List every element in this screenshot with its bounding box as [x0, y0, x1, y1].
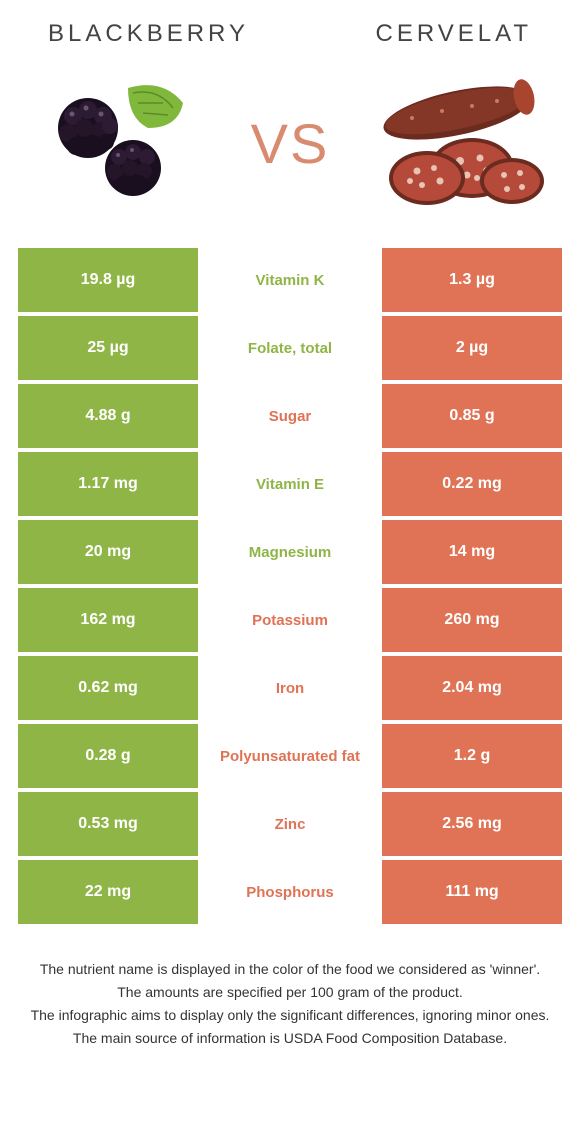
value-left: 0.53 mg: [18, 792, 198, 856]
value-left: 1.17 mg: [18, 452, 198, 516]
value-right: 0.85 g: [382, 384, 562, 448]
nutrient-table: 19.8 µgVitamin K1.3 µg25 µgFolate, total…: [18, 248, 562, 924]
caption-line: The amounts are specified per 100 gram o…: [28, 982, 552, 1003]
value-left: 19.8 µg: [18, 248, 198, 312]
table-row: 20 mgMagnesium14 mg: [18, 520, 562, 584]
value-right: 2.04 mg: [382, 656, 562, 720]
value-left: 0.28 g: [18, 724, 198, 788]
table-row: 22 mgPhosphorus111 mg: [18, 860, 562, 924]
table-row: 0.28 gPolyunsaturated fat1.2 g: [18, 724, 562, 788]
value-right: 1.2 g: [382, 724, 562, 788]
nutrient-label: Sugar: [198, 384, 382, 448]
food-title-left: BLACKBERRY: [18, 20, 249, 48]
value-left: 0.62 mg: [18, 656, 198, 720]
nutrient-label: Vitamin K: [198, 248, 382, 312]
table-row: 19.8 µgVitamin K1.3 µg: [18, 248, 562, 312]
table-row: 1.17 mgVitamin E0.22 mg: [18, 452, 562, 516]
table-row: 0.53 mgZinc2.56 mg: [18, 792, 562, 856]
value-left: 4.88 g: [18, 384, 198, 448]
table-row: 25 µgFolate, total2 µg: [18, 316, 562, 380]
value-left: 20 mg: [18, 520, 198, 584]
food-title-right: CERVELAT: [376, 20, 563, 48]
caption-line: The main source of information is USDA F…: [28, 1028, 552, 1049]
value-right: 111 mg: [382, 860, 562, 924]
value-left: 162 mg: [18, 588, 198, 652]
nutrient-label: Polyunsaturated fat: [198, 724, 382, 788]
images-row: VS: [18, 73, 562, 213]
value-right: 14 mg: [382, 520, 562, 584]
table-row: 4.88 gSugar0.85 g: [18, 384, 562, 448]
value-right: 1.3 µg: [382, 248, 562, 312]
value-right: 2 µg: [382, 316, 562, 380]
title-row: BLACKBERRY CERVELAT: [18, 20, 562, 48]
value-right: 260 mg: [382, 588, 562, 652]
nutrient-label: Potassium: [198, 588, 382, 652]
caption-line: The infographic aims to display only the…: [28, 1005, 552, 1026]
nutrient-label: Iron: [198, 656, 382, 720]
table-row: 162 mgPotassium260 mg: [18, 588, 562, 652]
value-left: 25 µg: [18, 316, 198, 380]
infographic-container: BLACKBERRY CERVELAT: [0, 0, 580, 1071]
value-right: 2.56 mg: [382, 792, 562, 856]
vs-label: VS: [251, 111, 330, 176]
blackberry-image: [28, 73, 208, 213]
table-row: 0.62 mgIron2.04 mg: [18, 656, 562, 720]
nutrient-label: Phosphorus: [198, 860, 382, 924]
nutrient-label: Folate, total: [198, 316, 382, 380]
caption-block: The nutrient name is displayed in the co…: [18, 959, 562, 1049]
cervelat-image: [372, 73, 552, 213]
value-right: 0.22 mg: [382, 452, 562, 516]
nutrient-label: Vitamin E: [198, 452, 382, 516]
nutrient-label: Magnesium: [198, 520, 382, 584]
caption-line: The nutrient name is displayed in the co…: [28, 959, 552, 980]
value-left: 22 mg: [18, 860, 198, 924]
nutrient-label: Zinc: [198, 792, 382, 856]
